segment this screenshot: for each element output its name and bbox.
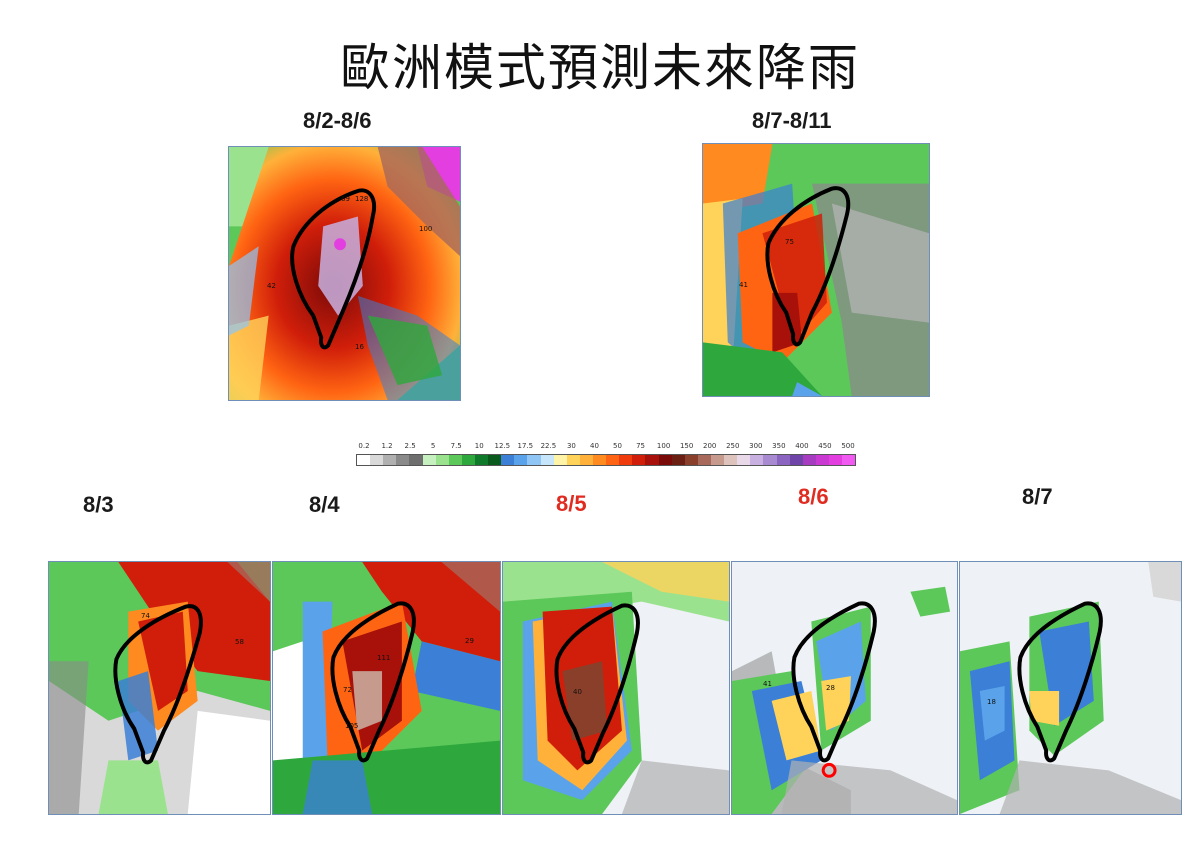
legend-swatch — [750, 455, 764, 465]
legend-tick-label: 150 — [679, 442, 694, 450]
legend-swatch — [776, 455, 790, 465]
panel-label-8-7: 8/7 — [1022, 484, 1053, 509]
legend-swatch — [553, 455, 567, 465]
legend-tick-label: 0.2 — [358, 442, 370, 450]
legend-swatch — [357, 455, 371, 465]
legend-swatch — [671, 455, 685, 465]
map-value-label: 41 — [739, 281, 748, 289]
legend-swatch — [645, 455, 659, 465]
legend-tick-label: 250 — [726, 442, 740, 450]
legend-swatch — [842, 455, 856, 465]
map-value-label: 16 — [355, 343, 364, 351]
legend-swatch — [527, 455, 541, 465]
legend-tick-label: 7.5 — [450, 442, 462, 450]
legend-tick-label: 500 — [841, 442, 855, 450]
legend-swatch — [448, 455, 462, 465]
legend-swatch — [501, 455, 515, 465]
map-value-label: 28 — [826, 684, 835, 692]
legend-swatch — [396, 455, 410, 465]
rainfall-map-8-2-8-6: 69 128 100 42 16 — [228, 146, 461, 401]
legend-swatch — [815, 455, 829, 465]
legend-tick-label: 100 — [656, 442, 671, 450]
panel-label-8-3: 8/3 — [83, 492, 114, 517]
legend-swatch — [409, 455, 423, 465]
legend-swatch — [632, 455, 646, 465]
legend-swatch — [579, 455, 593, 465]
panel-label-8-4: 8/4 — [309, 492, 340, 517]
legend-swatch — [763, 455, 777, 465]
legend-swatch — [828, 455, 843, 465]
legend-tick-label: 1.2 — [381, 442, 393, 450]
page-title: 歐洲模式預測未來降雨 — [340, 39, 860, 97]
map-value-label: 75 — [785, 238, 794, 246]
legend-swatch — [540, 455, 554, 465]
panel-label-8-2-8-6: 8/2-8/6 — [303, 108, 372, 133]
legend-swatch — [606, 455, 620, 465]
legend-swatch — [658, 455, 672, 465]
panel-label-8-5: 8/5 — [556, 491, 587, 516]
legend-tick-label: 400 — [795, 442, 809, 450]
legend-tick-label: 2.5 — [404, 442, 416, 450]
rainfall-map-8-6: 41 28 — [731, 561, 958, 815]
legend-swatch — [592, 455, 607, 465]
legend-swatch — [435, 455, 449, 465]
rainfall-legend: 0.2 1.2 2.5 5 7.5 10 12.5 17.5 22.5 30 40 50 75 100 15… — [356, 442, 860, 468]
map-value-label: 128 — [355, 195, 369, 203]
legend-swatch — [684, 455, 698, 465]
rainfall-map-8-4: 29 111 72 105 — [272, 561, 501, 815]
panel-label-8-6: 8/6 — [798, 484, 829, 509]
map-value-label: 100 — [419, 225, 433, 233]
legend-swatch — [474, 455, 489, 465]
legend-swatch — [737, 455, 751, 465]
map-value-label: 41 — [763, 680, 772, 688]
legend-tick-label: 200 — [703, 442, 717, 450]
rainfall-map-8-7: 18 — [959, 561, 1182, 815]
legend-tick-label: 17.5 — [517, 442, 534, 450]
panel-label-8-7-8-11: 8/7-8/11 — [752, 108, 832, 133]
map-value-label: 74 — [141, 612, 150, 620]
legend-swatch — [710, 455, 725, 465]
legend-color-bar — [356, 454, 856, 466]
rainfall-map-8-3: 74 58 — [48, 561, 271, 815]
legend-tick-label: 5 — [430, 442, 436, 450]
legend-swatch — [697, 455, 711, 465]
legend-tick-label: 75 — [636, 442, 646, 450]
map-value-label: 42 — [267, 282, 276, 290]
map-value-label: 29 — [465, 637, 474, 645]
legend-swatch — [789, 455, 803, 465]
legend-tick-label: 40 — [590, 442, 599, 450]
map-value-label: 72 — [343, 686, 352, 694]
map-value-label: 18 — [987, 698, 996, 706]
rainfall-map-8-7-8-11: 41 75 — [702, 143, 930, 397]
legend-swatch — [802, 455, 816, 465]
legend-swatch — [461, 455, 475, 465]
map-value-label: 58 — [235, 638, 244, 646]
legend-swatch — [619, 455, 633, 465]
legend-swatch — [370, 455, 384, 465]
map-value-label: 69 — [341, 195, 350, 203]
map-value-label: 105 — [345, 722, 359, 730]
map-value-label: 111 — [377, 654, 391, 662]
map-value-label: 40 — [573, 688, 582, 696]
legend-tick-label: 30 — [566, 442, 576, 450]
legend-swatch — [514, 455, 528, 465]
legend-tick-label: 12.5 — [494, 442, 511, 450]
rainfall-map-8-5: 40 — [502, 561, 730, 815]
legend-swatch — [724, 455, 738, 465]
legend-tick-label: 10 — [474, 442, 484, 450]
legend-swatch — [422, 455, 436, 465]
legend-tick-label: 50 — [613, 442, 622, 450]
legend-swatch — [488, 455, 502, 465]
legend-tick-label: 300 — [749, 442, 763, 450]
legend-swatch — [383, 455, 397, 465]
legend-tick-label: 450 — [818, 442, 832, 450]
legend-swatch — [566, 455, 580, 465]
legend-tick-label: 350 — [772, 442, 786, 450]
legend-tick-label: 22.5 — [540, 442, 557, 450]
